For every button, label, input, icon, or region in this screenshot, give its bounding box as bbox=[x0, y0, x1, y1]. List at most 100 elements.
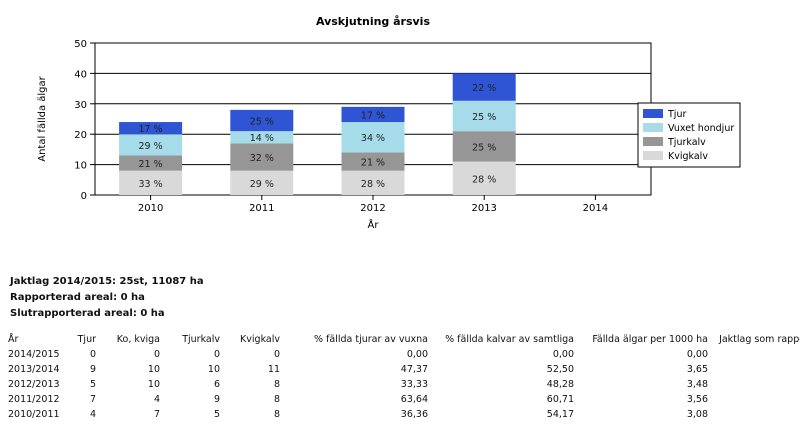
x-tick-label: 2011 bbox=[249, 203, 274, 214]
bar-segment bbox=[341, 122, 405, 153]
x-tick-label: 2012 bbox=[360, 203, 385, 214]
table-cell: 54,17 bbox=[546, 409, 574, 420]
bar-segment bbox=[452, 73, 516, 101]
table-body: 2014/2015 0 0 0 0 0,00 0,00 0,00 0 2013/2014 9 10 10… bbox=[4, 347, 800, 422]
bar-segment bbox=[341, 152, 405, 171]
table-cell: 2012/2013 bbox=[8, 379, 60, 390]
table-cell: 3,08 bbox=[686, 409, 708, 420]
table-cell: 0 bbox=[89, 349, 96, 360]
table-cell: 11 bbox=[267, 364, 280, 375]
table-header-cell: Tjur bbox=[77, 334, 96, 345]
table-cell: 36,36 bbox=[400, 409, 428, 420]
table-cell: 0,00 bbox=[552, 349, 574, 360]
table-cell: 10 bbox=[207, 364, 220, 375]
table-row: 2013/2014 9 10 10 11 47,37 52,50 3,65 24 bbox=[4, 362, 800, 377]
table-cell: 2011/2012 bbox=[8, 394, 60, 405]
table-cell: 10 bbox=[147, 379, 160, 390]
legend-label: Vuxet hondjur bbox=[668, 123, 734, 134]
table-header-cell: Fällda älgar per 1000 ha bbox=[592, 334, 708, 345]
bar-segment bbox=[452, 131, 516, 162]
bar-segment bbox=[119, 134, 183, 156]
table-cell: 16 bbox=[712, 407, 800, 422]
table-cell: 33,33 bbox=[400, 379, 428, 390]
y-tick-label: 10 bbox=[74, 161, 87, 172]
final-area-info: Slutrapporterad areal: 0 ha bbox=[10, 308, 165, 319]
bar-segment bbox=[119, 122, 183, 135]
table-cell: 4 bbox=[89, 409, 96, 420]
bar-segment bbox=[230, 109, 294, 132]
legend-swatch bbox=[643, 151, 663, 160]
table-cell: 4 bbox=[153, 394, 160, 405]
bar-segment bbox=[452, 100, 516, 132]
table-header-cell: Ko, kviga bbox=[116, 334, 160, 345]
table-header-cell: Kvigkalv bbox=[240, 334, 280, 345]
table-cell: 24 bbox=[712, 362, 800, 377]
table-cell: 9 bbox=[89, 364, 96, 375]
table-row: 2011/2012 7 4 9 8 63,64 60,71 3,56 16 bbox=[4, 392, 800, 407]
table-cell: 5 bbox=[213, 409, 220, 420]
data-label: 25 % bbox=[472, 142, 496, 153]
legend-label: Kvigkalv bbox=[668, 151, 708, 162]
table-cell: 8 bbox=[273, 379, 280, 390]
bar-segment bbox=[119, 155, 183, 171]
table-row: 2010/2011 4 7 5 8 36,36 54,17 3,08 16 bbox=[4, 407, 800, 422]
x-axis-label: År bbox=[368, 218, 380, 231]
bar-segment bbox=[452, 161, 516, 195]
data-label: 14 % bbox=[250, 133, 274, 144]
data-label: 34 % bbox=[361, 133, 385, 144]
y-tick-label: 0 bbox=[81, 191, 87, 202]
table-header-cell: % fällda tjurar av vuxna bbox=[314, 334, 428, 345]
legend-swatch bbox=[643, 109, 663, 118]
x-tick-label: 2013 bbox=[471, 203, 496, 214]
data-label: 17 % bbox=[139, 124, 163, 135]
table-header-cell: % fällda kalvar av samtliga bbox=[445, 334, 574, 345]
hunting-team-info: Jaktlag 2014/2015: 25st, 11087 ha bbox=[10, 276, 204, 287]
reported-area-info: Rapporterad areal: 0 ha bbox=[10, 292, 145, 303]
x-tick-label: 2014 bbox=[583, 203, 608, 214]
table-cell: 3,48 bbox=[686, 379, 708, 390]
data-label: 32 % bbox=[250, 153, 274, 164]
table-cell: 3,65 bbox=[686, 364, 708, 375]
statistics-table: År Tjur Ko, kviga Tjurkalv Kvigkalv % fällda … bbox=[4, 332, 800, 422]
data-label: 25 % bbox=[472, 112, 496, 123]
table-cell: 60,71 bbox=[546, 394, 574, 405]
y-tick-label: 20 bbox=[74, 130, 87, 141]
table-row: 2014/2015 0 0 0 0 0,00 0,00 0,00 0 bbox=[4, 347, 800, 362]
table-cell: 0,00 bbox=[406, 349, 428, 360]
bar-segment bbox=[230, 131, 294, 144]
bar-segment bbox=[341, 106, 405, 123]
table-cell: 9 bbox=[213, 394, 220, 405]
table-cell: 16 bbox=[712, 392, 800, 407]
legend-label: Tjurkalv bbox=[667, 137, 706, 148]
x-tick-label: 2010 bbox=[138, 203, 163, 214]
table-cell: 0,00 bbox=[686, 349, 708, 360]
y-axis-label: Antal fällda älgar bbox=[37, 75, 48, 161]
bar-segment bbox=[230, 170, 294, 195]
table-cell: 10 bbox=[147, 364, 160, 375]
legend-swatch bbox=[643, 123, 663, 132]
table-row: 2012/2013 5 10 6 8 33,33 48,28 3,48 20 bbox=[4, 377, 800, 392]
data-label: 22 % bbox=[472, 83, 496, 94]
y-tick-label: 50 bbox=[74, 39, 87, 50]
table-cell: 5 bbox=[89, 379, 96, 390]
data-label: 33 % bbox=[139, 179, 163, 190]
table-cell: 0 bbox=[153, 349, 160, 360]
table-cell: 20 bbox=[712, 377, 800, 392]
stacked-bar-chart: Avskjutning årsvis 0 10 20 30 40 50 Antal fälld… bbox=[37, 15, 741, 231]
chart: Avskjutning årsvis 0 10 20 30 40 50 Antal fälld… bbox=[37, 15, 741, 231]
table-cell: 2010/2011 bbox=[8, 409, 60, 420]
table-cell: 0 bbox=[273, 349, 280, 360]
table-cell: 8 bbox=[273, 409, 280, 420]
table-cell: 63,64 bbox=[400, 394, 428, 405]
data-label: 29 % bbox=[250, 179, 274, 190]
table-cell: 0 bbox=[213, 349, 220, 360]
data-label: 21 % bbox=[139, 159, 163, 170]
table-cell: 52,50 bbox=[546, 364, 574, 375]
table-cell: 7 bbox=[153, 409, 160, 420]
data-label: 29 % bbox=[139, 141, 163, 152]
legend-swatch bbox=[643, 137, 663, 146]
chart-title: Avskjutning årsvis bbox=[316, 15, 430, 28]
table-cell: 3,56 bbox=[686, 394, 708, 405]
table-cell: 8 bbox=[273, 394, 280, 405]
bar-segment bbox=[341, 170, 405, 195]
